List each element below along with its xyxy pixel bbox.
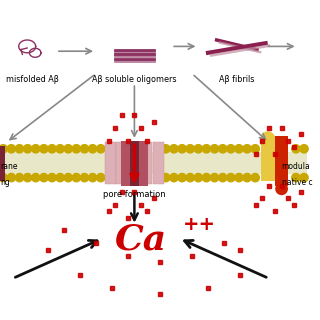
- Circle shape: [48, 145, 56, 153]
- Circle shape: [243, 173, 251, 182]
- Circle shape: [251, 173, 260, 182]
- Circle shape: [0, 145, 7, 153]
- Circle shape: [15, 145, 24, 153]
- Circle shape: [300, 173, 308, 182]
- Circle shape: [105, 173, 113, 182]
- Text: Aβ fibrils: Aβ fibrils: [219, 75, 254, 84]
- Circle shape: [211, 145, 219, 153]
- Circle shape: [292, 173, 300, 182]
- Bar: [121, 141, 132, 186]
- Circle shape: [219, 145, 227, 153]
- Circle shape: [300, 145, 308, 153]
- Bar: [275, 136, 288, 186]
- Circle shape: [105, 145, 113, 153]
- Circle shape: [97, 173, 105, 182]
- Circle shape: [154, 145, 162, 153]
- Circle shape: [32, 173, 40, 182]
- Circle shape: [194, 145, 203, 153]
- Bar: [0, 146, 5, 181]
- Circle shape: [97, 145, 105, 153]
- Circle shape: [23, 145, 32, 153]
- Circle shape: [64, 173, 72, 182]
- Bar: [105, 142, 116, 184]
- Circle shape: [178, 145, 186, 153]
- Bar: [0, 152, 307, 174]
- Circle shape: [154, 173, 162, 182]
- Circle shape: [211, 173, 219, 182]
- Bar: [130, 141, 139, 186]
- Circle shape: [23, 173, 32, 182]
- Circle shape: [202, 145, 211, 153]
- Text: Ca: Ca: [115, 223, 167, 257]
- Circle shape: [251, 145, 260, 153]
- Circle shape: [56, 145, 64, 153]
- Text: pore formation: pore formation: [103, 190, 166, 199]
- Circle shape: [88, 145, 97, 153]
- Bar: [137, 141, 148, 186]
- Circle shape: [48, 173, 56, 182]
- Circle shape: [56, 173, 64, 182]
- Circle shape: [32, 145, 40, 153]
- Circle shape: [170, 145, 178, 153]
- Circle shape: [7, 145, 15, 153]
- Circle shape: [243, 145, 251, 153]
- Bar: [141, 142, 152, 184]
- Text: modula: modula: [282, 162, 310, 171]
- Bar: [153, 142, 164, 184]
- Bar: [116, 142, 128, 184]
- Text: rane: rane: [0, 162, 18, 171]
- Circle shape: [219, 173, 227, 182]
- Circle shape: [64, 145, 72, 153]
- Circle shape: [186, 145, 194, 153]
- Text: ++: ++: [182, 214, 215, 234]
- Circle shape: [80, 145, 89, 153]
- Ellipse shape: [275, 182, 288, 195]
- Circle shape: [235, 173, 243, 182]
- Text: Aβ soluble oligomers: Aβ soluble oligomers: [92, 75, 177, 84]
- Circle shape: [72, 173, 81, 182]
- Circle shape: [88, 173, 97, 182]
- Circle shape: [292, 145, 300, 153]
- Circle shape: [170, 173, 178, 182]
- Circle shape: [202, 173, 211, 182]
- Circle shape: [7, 173, 15, 182]
- Circle shape: [186, 173, 194, 182]
- Circle shape: [162, 173, 170, 182]
- Circle shape: [162, 145, 170, 153]
- Bar: [261, 146, 275, 181]
- Circle shape: [40, 173, 48, 182]
- Circle shape: [40, 145, 48, 153]
- Ellipse shape: [260, 131, 276, 150]
- Text: ng: ng: [0, 178, 10, 187]
- Circle shape: [178, 173, 186, 182]
- Circle shape: [235, 145, 243, 153]
- Text: misfolded Aβ: misfolded Aβ: [5, 75, 59, 84]
- Circle shape: [0, 173, 7, 182]
- Circle shape: [194, 173, 203, 182]
- Circle shape: [15, 173, 24, 182]
- Text: native c: native c: [282, 178, 312, 187]
- Circle shape: [227, 145, 235, 153]
- Circle shape: [80, 173, 89, 182]
- Circle shape: [227, 173, 235, 182]
- Circle shape: [72, 145, 81, 153]
